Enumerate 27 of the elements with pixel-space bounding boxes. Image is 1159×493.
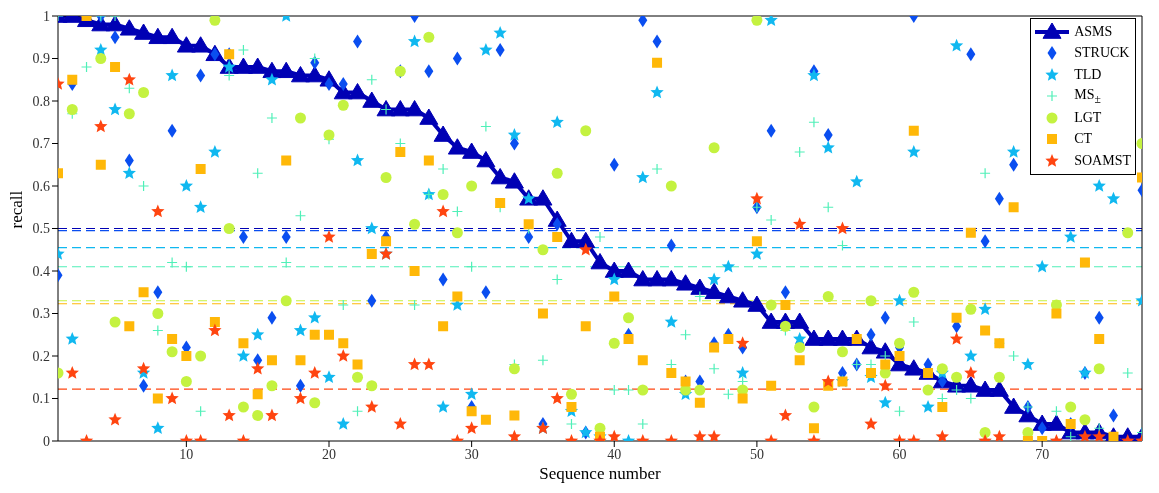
x-tick-label: 70 (1035, 446, 1050, 462)
legend-label: STRUCK (1074, 45, 1130, 62)
y-tick-label: 1 (43, 8, 50, 24)
y-tick-label: 0.8 (32, 93, 50, 109)
legend-label: SOAMST (1074, 152, 1131, 169)
y-tick-label: 0.9 (32, 51, 50, 67)
y-tick-label: 0.1 (32, 391, 50, 407)
y-tick-label: 0.6 (32, 178, 50, 194)
x-tick-label: 60 (892, 446, 907, 462)
x-tick-label: 20 (322, 446, 336, 462)
y-tick-label: 0 (43, 433, 50, 449)
y-tick-label: 0.7 (32, 136, 50, 152)
legend-label: ASMS (1074, 23, 1113, 40)
legend-label: TLD (1074, 66, 1102, 83)
x-tick-label: 40 (607, 446, 622, 462)
x-tick-label: 10 (179, 446, 194, 462)
x-tick-label: 50 (749, 446, 764, 462)
y-tick-label: 0.3 (32, 306, 50, 322)
x-tick-label: 30 (464, 446, 479, 462)
y-tick-label: 0.4 (32, 263, 50, 279)
legend-label: MS$_{±}$ (1074, 86, 1101, 106)
x-axis-title: Sequence number (539, 464, 661, 483)
y-axis-title: recall (7, 190, 27, 229)
legend-label: CT (1074, 131, 1093, 148)
y-tick-label: 0.5 (32, 221, 50, 237)
y-tick-label: 0.2 (32, 348, 50, 364)
legend-label: LGT (1074, 109, 1102, 126)
